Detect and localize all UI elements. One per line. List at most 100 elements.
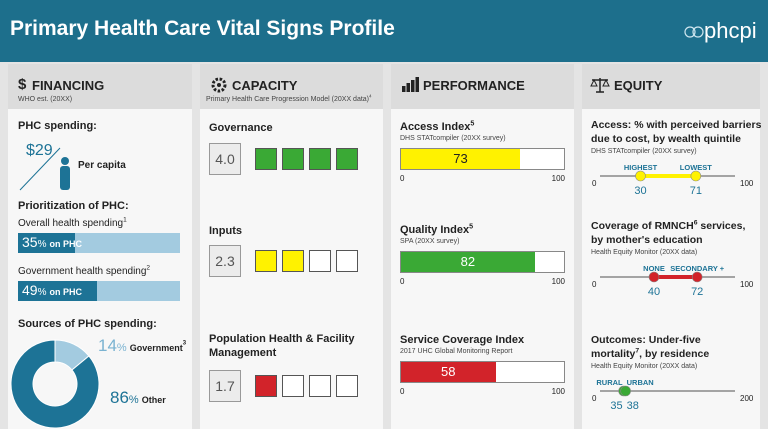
footnote: 5 xyxy=(470,119,475,128)
title-text: due to cost, by wealth quintile xyxy=(591,133,741,145)
score-square xyxy=(309,148,331,170)
share-unit: % xyxy=(37,239,47,250)
source-note: WHO est. (20XX) xyxy=(18,96,73,103)
panel-title: FINANCING xyxy=(32,78,105,93)
scale-min: 0 xyxy=(400,277,405,286)
panel-icon xyxy=(590,78,610,93)
group-value: 38 xyxy=(626,400,639,412)
label-text: Overall health spending xyxy=(18,218,124,229)
source-note: DHS STATcompiler (20XX survey) xyxy=(591,148,697,155)
group-value: 72 xyxy=(691,286,704,298)
score-square xyxy=(336,375,358,397)
index-track: 82 xyxy=(400,251,565,273)
range-point xyxy=(635,170,646,182)
amount-value: 29 xyxy=(34,142,53,159)
header-bar xyxy=(0,0,768,62)
panel-title: EQUITY xyxy=(614,78,663,93)
panel-header xyxy=(582,64,760,109)
equity-title: due to cost, by wealth quintile xyxy=(591,133,741,145)
equity-title: Outcomes: Under-five xyxy=(591,334,701,346)
bar-label: Government health spending2 xyxy=(18,264,151,277)
group-label: SECONDARY + xyxy=(670,264,725,273)
title-text: Outcomes: Under-five xyxy=(591,334,701,346)
section-label: Prioritization of PHC: xyxy=(18,200,129,212)
score-square xyxy=(282,148,304,170)
footnote: 1 xyxy=(123,216,127,224)
source-unit: % xyxy=(128,394,139,406)
title-text: Service Coverage Index xyxy=(400,334,525,346)
score-square xyxy=(336,250,358,272)
icon-bar xyxy=(411,80,415,92)
range-plot xyxy=(600,385,735,397)
person-head xyxy=(61,157,69,165)
share-suffix: on PHC xyxy=(49,239,82,249)
footnote: 6 xyxy=(693,219,698,227)
panel-header xyxy=(8,64,192,109)
footnote: 3 xyxy=(182,340,187,347)
range-point xyxy=(620,385,631,397)
panel-icon: $ xyxy=(18,76,27,93)
range-plot xyxy=(600,271,735,283)
score-box: 4.0 xyxy=(209,143,241,175)
index-track: 58 xyxy=(400,361,565,383)
score-square xyxy=(255,250,277,272)
share-label: 35% on PHC xyxy=(22,234,82,252)
source-note: 2017 UHC Global Monitoring Report xyxy=(400,348,513,355)
index-bar xyxy=(401,149,520,169)
footnote: 2 xyxy=(146,264,151,272)
panel-header xyxy=(391,64,574,109)
score-square xyxy=(309,375,331,397)
equity-title: by mother's education xyxy=(591,234,703,246)
title-text: mortality xyxy=(591,348,636,360)
logo-ring xyxy=(692,26,704,38)
source-note: SPA (20XX survey) xyxy=(400,238,460,245)
source-unit: % xyxy=(116,342,127,354)
range-point xyxy=(690,170,702,182)
divider xyxy=(19,147,61,191)
gear-hub xyxy=(217,83,221,87)
donut-chart xyxy=(10,339,100,429)
share-bar-track: 35% on PHC xyxy=(18,233,180,253)
scale-min: 0 xyxy=(592,280,597,289)
index-value: 73 xyxy=(453,151,468,166)
score-box: 2.3 xyxy=(209,245,241,277)
scale-max: 100 xyxy=(551,277,565,286)
donut-slice xyxy=(10,339,100,429)
scale-max: 100 xyxy=(551,174,565,183)
source-name: Government xyxy=(129,343,183,353)
score-box: 1.7 xyxy=(209,370,241,402)
panel-icon xyxy=(211,77,227,93)
source-text: Primary Health Care Progression Model (2… xyxy=(206,96,370,103)
source-name: Other xyxy=(141,395,166,405)
source-note: Primary Health Care Progression Model (2… xyxy=(206,94,372,103)
per-capita-icon xyxy=(19,147,70,191)
gear xyxy=(211,77,227,93)
capacity-label: Governance xyxy=(209,122,273,134)
share-bar xyxy=(18,281,98,301)
icon-bar xyxy=(406,83,410,92)
icon-bar xyxy=(415,77,419,92)
scale-min: 0 xyxy=(400,387,405,396)
score-square xyxy=(282,250,304,272)
source-label: 86% Other xyxy=(110,388,166,408)
title-text: Quality Index xyxy=(400,224,470,236)
score-square xyxy=(255,148,277,170)
share-unit: % xyxy=(37,287,47,298)
title-text: services, xyxy=(697,220,746,232)
equity-title: mortality7, by residence xyxy=(591,348,709,360)
index-title: Quality Index5 xyxy=(400,223,473,236)
share-value: 49 xyxy=(22,282,38,298)
score-square xyxy=(255,375,277,397)
index-value: 82 xyxy=(460,254,476,269)
panel: $ FINANCING WHO est. (20XX) PHC spending: $2… xyxy=(8,64,192,429)
title-text: , by residence xyxy=(639,348,710,360)
capacity-label: Inputs xyxy=(209,225,242,237)
panel: PERFORMANCE Access Index5 DHS STATcompiler… xyxy=(391,64,574,429)
group-value: 40 xyxy=(647,286,661,298)
index-title: Service Coverage Index xyxy=(400,334,524,346)
label-text: Government health spending xyxy=(18,266,147,277)
logo-ring xyxy=(684,26,696,38)
share-suffix: on PHC xyxy=(49,287,82,297)
equity-title: Access: % with perceived barriers xyxy=(591,119,761,131)
